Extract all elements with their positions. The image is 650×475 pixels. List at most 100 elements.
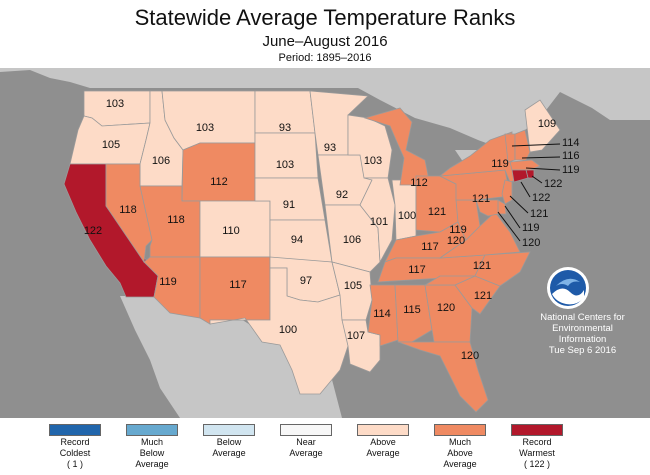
rank-label-az: 119 bbox=[159, 276, 177, 288]
credit-date: Tue Sep 6 2016 bbox=[548, 345, 617, 356]
ncei-credit: National Centers for Environmental Infor… bbox=[520, 312, 645, 356]
legend-swatch bbox=[434, 424, 486, 436]
rank-label-sc: 121 bbox=[474, 290, 492, 302]
state-ma bbox=[509, 159, 541, 171]
period-label: Period: 1895–2016 bbox=[278, 52, 372, 64]
legend-swatch bbox=[357, 424, 409, 436]
legend-item: Much Above Average bbox=[420, 424, 500, 469]
rank-label-mt: 103 bbox=[196, 122, 214, 134]
state-tx bbox=[209, 267, 351, 395]
legend-label: Below bbox=[139, 448, 165, 458]
leader-md bbox=[497, 211, 521, 242]
map-title: Statewide Average Temperature Ranks bbox=[134, 5, 516, 30]
rank-label-ne: 91 bbox=[283, 199, 295, 211]
rank-label-al: 115 bbox=[403, 304, 421, 316]
rank-label-nh: 116 bbox=[562, 150, 580, 162]
legend-item: Below Average bbox=[189, 424, 269, 458]
state-sd bbox=[254, 132, 319, 179]
rank-label-ca: 122 bbox=[84, 225, 102, 237]
legend-item: Record Warmest( 122 ) bbox=[497, 424, 577, 469]
rank-label-me: 109 bbox=[538, 118, 556, 130]
rank-label-tn: 117 bbox=[408, 264, 426, 276]
leader-de bbox=[504, 205, 521, 229]
rank-label-ga: 120 bbox=[437, 302, 455, 314]
state-il bbox=[359, 177, 396, 264]
legend-label: ( 1 ) bbox=[66, 459, 83, 469]
legend-label: Near bbox=[296, 437, 316, 447]
rank-label-mn: 93 bbox=[324, 142, 336, 154]
rank-label-md: 120 bbox=[522, 237, 540, 249]
legend-label: Above bbox=[447, 448, 473, 458]
legend-item: Above Average bbox=[343, 424, 423, 458]
leader-ri bbox=[531, 175, 543, 184]
leader-nj bbox=[509, 195, 529, 214]
rank-label-va: 120 bbox=[447, 235, 465, 247]
state-az bbox=[143, 256, 201, 319]
state-ct bbox=[511, 169, 529, 183]
us-temperature-rank-map: 103 105 122 106 118 103 112 118 119 110 117 93 103 91… bbox=[0, 68, 650, 418]
rank-label-ri: 122 bbox=[544, 178, 562, 190]
mexico-land bbox=[120, 296, 342, 418]
legend-label: Average bbox=[366, 448, 400, 458]
legend-swatch bbox=[280, 424, 332, 436]
rank-label-pa: 121 bbox=[472, 193, 490, 205]
rank-label-mo: 106 bbox=[343, 234, 361, 246]
credit-line-3: Information bbox=[558, 334, 607, 345]
rank-label-wy: 112 bbox=[210, 176, 228, 188]
legend: Record Coldest( 1 ) Much Below Average Below A… bbox=[0, 424, 650, 475]
credit-line-1: National Centers for bbox=[540, 312, 625, 323]
rank-label-ut: 118 bbox=[167, 214, 185, 226]
rank-label-de: 119 bbox=[522, 222, 540, 234]
rank-label-oh: 121 bbox=[428, 206, 446, 218]
rank-label-la: 107 bbox=[347, 330, 365, 342]
rank-label-ks: 94 bbox=[291, 234, 303, 246]
rank-label-or: 105 bbox=[102, 139, 120, 151]
state-md bbox=[475, 199, 499, 217]
state-fl bbox=[397, 341, 489, 413]
rank-label-ia: 92 bbox=[336, 189, 348, 201]
map-subtitle: June–August 2016 bbox=[262, 33, 388, 50]
leader-ct bbox=[520, 181, 531, 198]
state-wy bbox=[181, 142, 256, 202]
rank-label-ny: 119 bbox=[491, 158, 509, 170]
canada-land bbox=[0, 68, 650, 150]
legend-label: Average bbox=[443, 459, 477, 469]
credit-line-2: Environmental bbox=[552, 323, 613, 334]
rank-label-tx: 100 bbox=[279, 324, 297, 336]
state-nc bbox=[423, 251, 531, 287]
legend-label: Record bbox=[522, 437, 552, 447]
rank-label-nv: 118 bbox=[119, 204, 137, 216]
legend-label: Average bbox=[212, 448, 246, 458]
rank-label-nd: 93 bbox=[279, 122, 291, 134]
rank-label-wv: 119 bbox=[449, 224, 467, 236]
rank-label-ma: 119 bbox=[562, 164, 580, 176]
rank-label-nj: 121 bbox=[530, 208, 548, 220]
legend-swatch bbox=[126, 424, 178, 436]
legend-item: Record Coldest( 1 ) bbox=[35, 424, 115, 469]
rank-label-nc: 121 bbox=[473, 260, 491, 272]
legend-label: Below bbox=[216, 437, 242, 447]
legend-label: Much bbox=[140, 437, 163, 447]
rank-label-sd: 103 bbox=[276, 159, 294, 171]
rank-label-co: 110 bbox=[222, 225, 240, 237]
legend-label: Average bbox=[289, 448, 323, 458]
rank-label-ky: 117 bbox=[421, 241, 439, 253]
rank-label-il: 101 bbox=[370, 216, 388, 228]
rank-label-ar: 105 bbox=[344, 280, 362, 292]
legend-item: Much Below Average bbox=[112, 424, 192, 469]
rank-label-id: 106 bbox=[152, 155, 170, 167]
rank-label-ms: 114 bbox=[373, 308, 391, 320]
rank-label-mi: 112 bbox=[410, 177, 428, 189]
rank-label-wi: 103 bbox=[364, 155, 382, 167]
state-mt bbox=[161, 90, 256, 151]
leader-ma bbox=[525, 167, 561, 171]
rank-label-wa: 103 bbox=[106, 98, 124, 110]
rank-label-nm: 117 bbox=[229, 279, 247, 291]
legend-label: Warmest bbox=[519, 448, 555, 458]
rank-label-fl: 120 bbox=[461, 350, 479, 362]
state-al bbox=[394, 284, 433, 343]
legend-swatch bbox=[49, 424, 101, 436]
state-nj bbox=[501, 179, 513, 205]
rank-label-ct: 122 bbox=[532, 192, 550, 204]
leader-vt bbox=[511, 143, 561, 147]
